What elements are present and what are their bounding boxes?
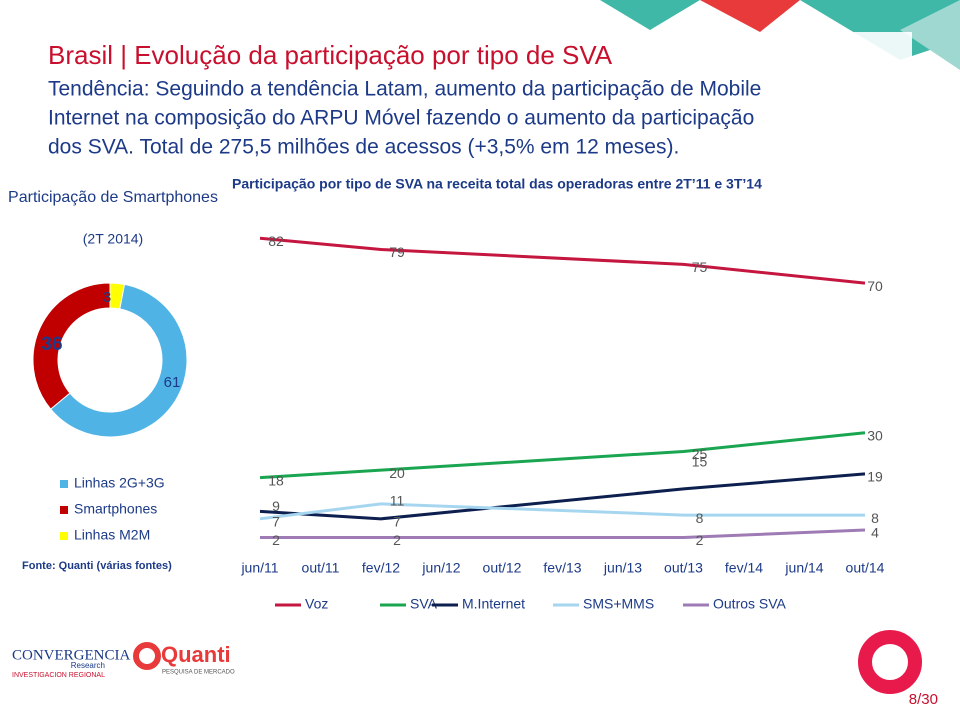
legend-label: M.Internet [462, 596, 525, 612]
series-line [259, 472, 866, 521]
decor [600, 0, 700, 30]
logo-text: Research [71, 661, 105, 670]
data-label: 30 [867, 427, 883, 443]
donut-slice [109, 282, 126, 310]
x-tick-label: out/12 [483, 560, 522, 576]
data-label: 19 [867, 469, 883, 485]
source: Fonte: Quanti (várias fontes) [22, 560, 172, 572]
data-label: 3 [103, 289, 111, 306]
line-title: Participação por tipo de SVA na receita … [232, 176, 762, 192]
data-label: 2 [696, 532, 704, 548]
logo-icon [858, 630, 922, 694]
data-label: 8 [871, 510, 879, 526]
x-tick-label: jun/12 [421, 560, 460, 576]
x-tick-label: out/13 [664, 560, 703, 576]
data-label: 61 [164, 374, 181, 391]
x-tick-label: jun/14 [784, 560, 823, 576]
subtitle: Internet na composição do ARPU Móvel faz… [48, 107, 754, 130]
logo-text: INVESTIGACION REGIONAL [12, 672, 105, 679]
donut-subtitle: (2T 2014) [83, 231, 143, 247]
data-label: 7 [272, 514, 280, 530]
data-label: 7 [393, 514, 401, 530]
decor [900, 0, 960, 70]
data-label: 8 [696, 510, 704, 526]
legend-swatch [60, 480, 68, 488]
data-label: 82 [268, 233, 284, 249]
data-label: 36 [41, 334, 62, 355]
data-label: 20 [389, 465, 405, 481]
data-label: 79 [389, 244, 405, 260]
legend-label: SVA [410, 596, 438, 612]
x-tick-label: out/11 [302, 560, 340, 576]
logo-text: CONVERGENCIA [12, 647, 130, 663]
decor [700, 0, 800, 32]
data-label: 70 [867, 278, 883, 294]
donut-slice [49, 283, 188, 438]
data-label: 15 [692, 454, 708, 470]
donut-title: Participação de Smartphones [8, 189, 218, 206]
x-tick-label: fev/14 [725, 560, 763, 576]
subtitle: dos SVA. Total de 275,5 milhões de acess… [48, 136, 679, 159]
decor [800, 0, 960, 60]
series-line [259, 502, 865, 521]
legend-label: Linhas M2M [74, 527, 150, 543]
x-tick-label: out/14 [846, 560, 885, 576]
logo-text: Quanti [161, 642, 231, 667]
title-box [40, 32, 912, 162]
data-label: 11 [390, 493, 405, 509]
series-line [259, 431, 866, 480]
title: Brasil | Evolução da participação por ti… [48, 40, 613, 70]
data-label: 75 [692, 259, 708, 275]
legend-label: Smartphones [74, 501, 157, 517]
legend-swatch [60, 532, 68, 540]
data-label: 2 [393, 532, 401, 548]
logo-icon [133, 642, 161, 670]
page-number: 8/30 [909, 691, 938, 708]
x-tick-label: jun/13 [603, 560, 642, 576]
legend-label: Outros SVA [713, 596, 787, 612]
data-label: 4 [871, 525, 879, 541]
x-tick-label: jun/11 [240, 560, 278, 576]
legend-swatch [60, 506, 68, 514]
data-label: 18 [268, 472, 284, 488]
x-tick-label: fev/12 [362, 560, 400, 576]
data-label: 9 [272, 498, 280, 514]
legend-label: SMS+MMS [583, 596, 654, 612]
legend-label: Voz [305, 596, 328, 612]
legend-label: Linhas 2G+3G [74, 475, 165, 491]
logo-text: PESQUISA DE MERCADO [162, 670, 235, 676]
subtitle: Tendência: Seguindo a tendência Latam, a… [48, 78, 761, 101]
data-label: 2 [272, 532, 280, 548]
x-tick-label: fev/13 [543, 560, 581, 576]
data-label: 25 [692, 446, 708, 462]
series-line [259, 236, 866, 285]
series-line [260, 528, 866, 540]
